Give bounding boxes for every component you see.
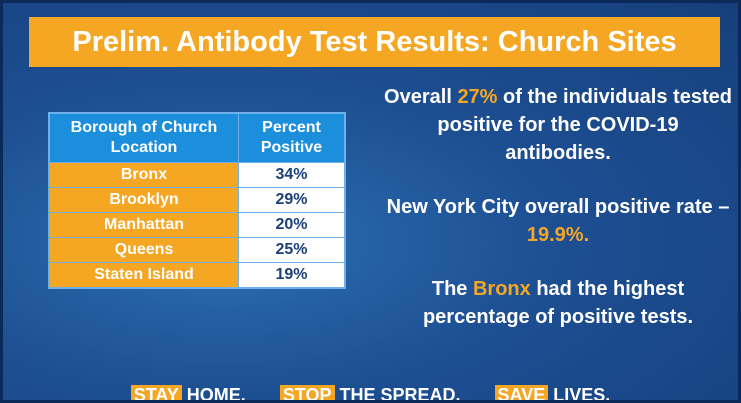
slogan-highlight: STAY (131, 385, 182, 403)
slogan-text: THE SPREAD. (335, 385, 461, 403)
borough-cell: Manhattan (50, 213, 239, 238)
percent-cell: 25% (239, 238, 345, 263)
slide: Prelim. Antibody Test Results: Church Si… (0, 0, 741, 403)
header-cell: Borough of Church Location (50, 114, 239, 163)
statement-text: New York City overall positive rate – (387, 196, 730, 218)
percent-cell: 29% (239, 188, 345, 213)
highlight-text: 19.9%. (527, 224, 589, 246)
slogan: STAY HOME. STOP THE SPREAD. SAVE LIVES. (3, 385, 738, 403)
statement: The Bronx had the highest percentage of … (383, 275, 733, 331)
statement-text: The (432, 278, 473, 300)
borough-cell: Brooklyn (50, 188, 239, 213)
highlight-text: Bronx (473, 278, 531, 300)
slogan-text: LIVES. (548, 385, 610, 403)
statement: New York City overall positive rate – 19… (383, 193, 733, 249)
slogan-text: HOME. (182, 385, 246, 403)
percent-cell: 20% (239, 213, 345, 238)
borough-cell: Staten Island (50, 263, 239, 288)
slogan-highlight: SAVE (495, 385, 549, 403)
slogan-highlight: STOP (280, 385, 335, 403)
header-cell: Percent Positive (239, 114, 345, 163)
borough-cell: Queens (50, 238, 239, 263)
borough-cell: Bronx (50, 163, 239, 188)
statement-text: Overall (384, 86, 457, 108)
statements: Overall 27% of the individuals tested po… (383, 83, 733, 357)
statement: Overall 27% of the individuals tested po… (383, 83, 733, 167)
percent-cell: 19% (239, 263, 345, 288)
percent-cell: 34% (239, 163, 345, 188)
title: Prelim. Antibody Test Results: Church Si… (29, 17, 720, 67)
highlight-text: 27% (457, 86, 497, 108)
